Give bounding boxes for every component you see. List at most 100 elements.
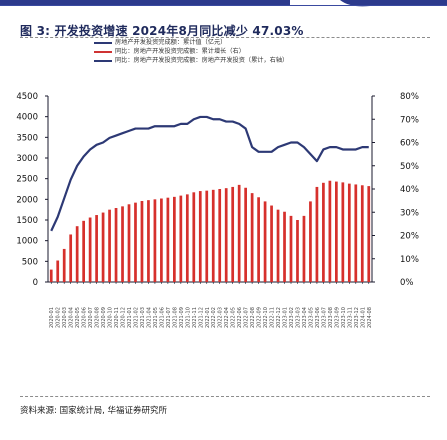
x-tick-label: 2021-04 xyxy=(146,307,152,328)
bar xyxy=(160,198,163,282)
y-right-tick-label: 40% xyxy=(400,185,419,195)
bar xyxy=(114,208,118,282)
x-tick-label: 2020-12 xyxy=(121,307,127,328)
bar xyxy=(283,211,286,282)
x-tick-label: 2020-09 xyxy=(101,307,107,328)
bar xyxy=(82,220,85,282)
x-tick-label: 2022-06 xyxy=(237,307,243,328)
x-tick-label: 2023-04 xyxy=(302,307,308,328)
bar xyxy=(328,180,332,282)
x-tick-label: 2023-11 xyxy=(347,307,353,328)
source-divider xyxy=(20,396,430,397)
x-tick-label: 2023-09 xyxy=(334,307,340,328)
bar xyxy=(108,209,111,282)
x-tick-label: 2021-07 xyxy=(166,307,172,328)
bar xyxy=(88,217,92,282)
y-left-tick-label: 3000 xyxy=(16,154,38,164)
legend-swatch-ratio xyxy=(94,42,112,44)
bar xyxy=(224,188,228,282)
chart-title: 图 3: 开发投资增速 2024年8月同比减少 47.03% xyxy=(20,24,304,38)
x-tick-label: 2021-05 xyxy=(153,307,159,328)
y-left-tick-label: 2000 xyxy=(16,195,38,205)
bar xyxy=(276,209,280,282)
bar xyxy=(354,184,358,282)
y-right-tick-label: 80% xyxy=(400,92,419,102)
x-tick-label: 2022-09 xyxy=(257,307,263,328)
bar xyxy=(62,248,66,282)
x-tick-label: 2022-04 xyxy=(224,307,230,328)
x-tick-label: 2022-02 xyxy=(211,307,217,328)
bar xyxy=(153,199,157,282)
x-tick-label: 2023-05 xyxy=(308,307,314,328)
y-right-tick-label: 60% xyxy=(400,139,419,149)
x-tick-label: 2023-03 xyxy=(295,307,301,328)
bar xyxy=(166,197,170,282)
x-tick-label: 2022-08 xyxy=(250,307,256,328)
y-left-tick-label: 2500 xyxy=(16,175,38,185)
bar xyxy=(309,201,312,282)
x-tick-label: 2023-12 xyxy=(354,307,360,328)
x-tick-label: 2022-07 xyxy=(244,307,250,328)
x-tick-label: 2024-01 xyxy=(360,307,366,328)
x-tick-label: 2020-10 xyxy=(108,307,114,328)
x-tick-label: 2020-04 xyxy=(69,307,75,328)
source-note: 资料来源: 国家统计局, 华福证券研究所 xyxy=(20,406,167,416)
bar xyxy=(49,269,53,282)
bar xyxy=(244,187,247,282)
x-tick-label: 2022-11 xyxy=(270,307,276,328)
bar xyxy=(56,260,60,282)
bar xyxy=(250,193,254,282)
bar xyxy=(185,194,189,282)
bar xyxy=(101,212,105,282)
y-right-tick-label: 20% xyxy=(400,232,419,242)
bar xyxy=(289,215,293,282)
bar xyxy=(237,184,241,282)
x-tick-label: 2020-02 xyxy=(56,307,62,328)
bar xyxy=(134,202,137,282)
bar xyxy=(75,226,79,282)
legend-swatch-ratio-line xyxy=(94,60,112,62)
x-tick-label: 2022-03 xyxy=(218,307,224,328)
y-right-tick-label: 50% xyxy=(400,162,419,172)
bar xyxy=(127,204,131,282)
bar xyxy=(218,189,222,282)
y-left-tick-label: 4500 xyxy=(16,92,38,102)
title-divider xyxy=(20,37,430,38)
bar xyxy=(367,186,371,282)
x-tick-label: 2021-12 xyxy=(198,307,204,328)
x-tick-label: 2024-08 xyxy=(367,307,373,328)
x-tick-label: 2021-03 xyxy=(140,307,146,328)
bar xyxy=(296,220,299,282)
x-tick-label: 2021-01 xyxy=(127,307,133,328)
bar xyxy=(179,195,183,282)
legend-label: 同比：房地产开发投资完成额：累计增长（右） xyxy=(115,48,245,55)
x-tick-label: 2021-06 xyxy=(159,307,165,328)
x-tick-label: 2022-12 xyxy=(276,307,282,328)
x-tick-label: 2020-05 xyxy=(75,307,81,328)
series-line-ratio xyxy=(50,115,369,232)
bar xyxy=(263,201,267,282)
x-tick-label: 2023-07 xyxy=(321,307,327,328)
x-tick-label: 2023-06 xyxy=(315,307,321,328)
x-tick-label: 2023-10 xyxy=(341,307,347,328)
y-right-tick-label: 10% xyxy=(400,255,419,265)
bar xyxy=(347,183,351,282)
x-tick-label: 2020-11 xyxy=(114,307,120,328)
x-tick-label: 2020-03 xyxy=(62,307,68,328)
bar xyxy=(335,181,338,282)
bar xyxy=(315,186,319,282)
y-left-tick-label: 0 xyxy=(33,278,38,288)
legend-label: 房地产开发投资完成额：累计值（亿元） xyxy=(115,39,227,46)
y-left-tick-label: 1500 xyxy=(16,216,38,226)
x-tick-label: 2020-07 xyxy=(88,307,94,328)
x-tick-label: 2022-05 xyxy=(231,307,237,328)
x-tick-label: 2022-01 xyxy=(205,307,211,328)
bar xyxy=(69,234,73,282)
x-tick-label: 2022-10 xyxy=(263,307,269,328)
bar xyxy=(147,200,150,282)
bar xyxy=(205,190,209,282)
x-tick-label: 2020-06 xyxy=(82,307,88,328)
x-tick-label: 2023-02 xyxy=(289,307,295,328)
bar xyxy=(302,215,306,282)
